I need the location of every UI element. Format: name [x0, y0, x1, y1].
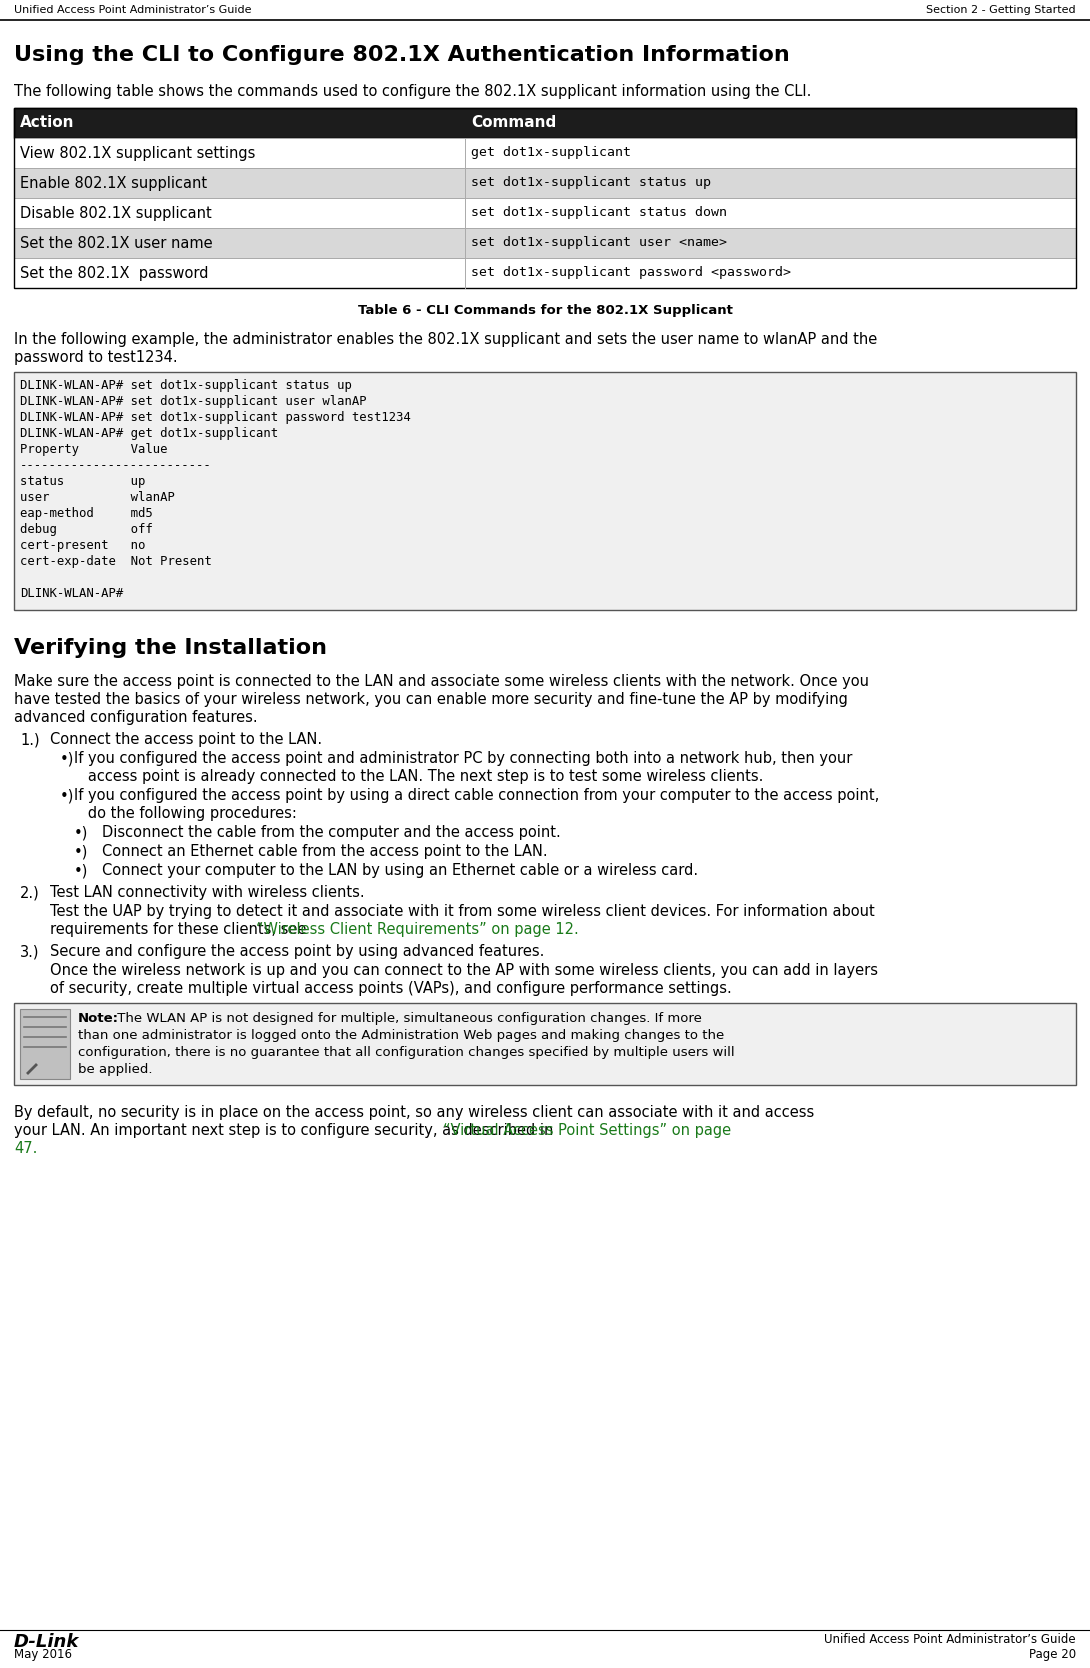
Text: configuration, there is no guarantee that all configuration changes specified by: configuration, there is no guarantee tha…: [78, 1046, 735, 1059]
Text: be applied.: be applied.: [78, 1063, 153, 1076]
Text: debug          off: debug off: [20, 524, 153, 535]
Text: DLINK-WLAN-AP# set dot1x-supplicant user wlanAP: DLINK-WLAN-AP# set dot1x-supplicant user…: [20, 395, 366, 409]
Text: Table 6 - CLI Commands for the 802.1X Supplicant: Table 6 - CLI Commands for the 802.1X Su…: [358, 304, 732, 317]
Text: Once the wireless network is up and you can connect to the AP with some wireless: Once the wireless network is up and you …: [50, 962, 879, 977]
Text: 2.): 2.): [20, 886, 39, 901]
Text: set dot1x-supplicant user <name>: set dot1x-supplicant user <name>: [471, 235, 727, 249]
Text: Verifying the Installation: Verifying the Installation: [14, 637, 327, 657]
Text: Property       Value: Property Value: [20, 444, 168, 455]
Text: If you configured the access point and administrator PC by connecting both into : If you configured the access point and a…: [74, 751, 852, 766]
Bar: [14, 168, 1076, 198]
Text: Make sure the access point is connected to the LAN and associate some wireless c: Make sure the access point is connected …: [14, 674, 869, 689]
Text: In the following example, the administrator enables the 802.1X supplicant and se: In the following example, the administra…: [14, 332, 877, 347]
Text: The following table shows the commands used to configure the 802.1X supplicant i: The following table shows the commands u…: [14, 83, 811, 98]
Bar: [14, 259, 1076, 289]
Text: Command: Command: [471, 115, 556, 130]
Text: Page 20: Page 20: [1029, 1648, 1076, 1661]
Text: requirements for these clients, see: requirements for these clients, see: [50, 922, 311, 937]
Text: cert-exp-date  Not Present: cert-exp-date Not Present: [20, 555, 211, 569]
Bar: [20, 1009, 70, 1079]
Text: Section 2 - Getting Started: Section 2 - Getting Started: [926, 5, 1076, 15]
Text: Disable 802.1X supplicant: Disable 802.1X supplicant: [20, 207, 211, 220]
Text: DLINK-WLAN-AP# get dot1x-supplicant: DLINK-WLAN-AP# get dot1x-supplicant: [20, 427, 278, 440]
Text: Connect the access point to the LAN.: Connect the access point to the LAN.: [50, 732, 323, 747]
Text: Connect your computer to the LAN by using an Ethernet cable or a wireless card.: Connect your computer to the LAN by usin…: [102, 862, 698, 877]
Text: do the following procedures:: do the following procedures:: [74, 806, 296, 821]
Text: your LAN. An important next step is to configure security, as described in: your LAN. An important next step is to c…: [14, 1123, 558, 1138]
Text: of security, create multiple virtual access points (VAPs), and configure perform: of security, create multiple virtual acc…: [50, 981, 731, 996]
Text: user           wlanAP: user wlanAP: [20, 490, 174, 504]
Text: DLINK-WLAN-AP# set dot1x-supplicant status up: DLINK-WLAN-AP# set dot1x-supplicant stat…: [20, 379, 352, 392]
Text: •): •): [60, 751, 74, 766]
Bar: [14, 229, 1076, 259]
Bar: [14, 108, 1076, 138]
Text: Using the CLI to Configure 802.1X Authentication Information: Using the CLI to Configure 802.1X Authen…: [14, 45, 790, 65]
Bar: [14, 198, 1076, 229]
Text: have tested the basics of your wireless network, you can enable more security an: have tested the basics of your wireless …: [14, 692, 848, 707]
Text: DLINK-WLAN-AP# set dot1x-supplicant password test1234: DLINK-WLAN-AP# set dot1x-supplicant pass…: [20, 410, 411, 424]
Text: cert-present   no: cert-present no: [20, 539, 145, 552]
Text: •): •): [74, 826, 88, 841]
Text: “Virtual Access Point Settings” on page: “Virtual Access Point Settings” on page: [443, 1123, 731, 1138]
Text: password to test1234.: password to test1234.: [14, 350, 178, 365]
Text: The WLAN AP is not designed for multiple, simultaneous configuration changes. If: The WLAN AP is not designed for multiple…: [113, 1012, 702, 1026]
Text: Action: Action: [20, 115, 74, 130]
Text: View 802.1X supplicant settings: View 802.1X supplicant settings: [20, 147, 255, 162]
Bar: [14, 372, 1076, 610]
Text: By default, no security is in place on the access point, so any wireless client : By default, no security is in place on t…: [14, 1104, 814, 1119]
Text: than one administrator is logged onto the Administration Web pages and making ch: than one administrator is logged onto th…: [78, 1029, 724, 1042]
Text: •): •): [74, 862, 88, 877]
Text: “Wireless Client Requirements” on page 12.: “Wireless Client Requirements” on page 1…: [256, 922, 579, 937]
Text: 47.: 47.: [14, 1141, 37, 1156]
Text: Unified Access Point Administrator’s Guide: Unified Access Point Administrator’s Gui…: [14, 5, 252, 15]
Text: Test the UAP by trying to detect it and associate with it from some wireless cli: Test the UAP by trying to detect it and …: [50, 904, 875, 919]
Text: •): •): [60, 787, 74, 802]
Text: If you configured the access point by using a direct cable connection from your : If you configured the access point by us…: [74, 787, 880, 802]
Text: Unified Access Point Administrator’s Guide: Unified Access Point Administrator’s Gui…: [824, 1633, 1076, 1646]
Text: set dot1x-supplicant status up: set dot1x-supplicant status up: [471, 177, 711, 188]
Text: eap-method     md5: eap-method md5: [20, 507, 153, 520]
Text: advanced configuration features.: advanced configuration features.: [14, 711, 257, 726]
Text: get dot1x-supplicant: get dot1x-supplicant: [471, 147, 631, 158]
Text: Connect an Ethernet cable from the access point to the LAN.: Connect an Ethernet cable from the acces…: [102, 844, 547, 859]
Text: •): •): [74, 844, 88, 859]
Text: Disconnect the cable from the computer and the access point.: Disconnect the cable from the computer a…: [102, 826, 560, 841]
Text: Secure and configure the access point by using advanced features.: Secure and configure the access point by…: [50, 944, 544, 959]
Text: May 2016: May 2016: [14, 1648, 72, 1661]
Text: access point is already connected to the LAN. The next step is to test some wire: access point is already connected to the…: [74, 769, 763, 784]
Text: DLINK-WLAN-AP#: DLINK-WLAN-AP#: [20, 587, 123, 600]
Text: --------------------------: --------------------------: [20, 459, 211, 472]
Text: set dot1x-supplicant status down: set dot1x-supplicant status down: [471, 207, 727, 219]
Text: 3.): 3.): [20, 944, 39, 959]
Text: 1.): 1.): [20, 732, 39, 747]
Bar: [14, 138, 1076, 168]
Text: status         up: status up: [20, 475, 145, 489]
Text: Enable 802.1X supplicant: Enable 802.1X supplicant: [20, 177, 207, 192]
Bar: [14, 1002, 1076, 1084]
Bar: [14, 108, 1076, 289]
Text: Test LAN connectivity with wireless clients.: Test LAN connectivity with wireless clie…: [50, 886, 365, 901]
Text: Note:: Note:: [78, 1012, 119, 1026]
Text: Set the 802.1X  password: Set the 802.1X password: [20, 265, 208, 280]
Text: D-Link: D-Link: [14, 1633, 80, 1651]
Text: Set the 802.1X user name: Set the 802.1X user name: [20, 235, 213, 250]
Text: set dot1x-supplicant password <password>: set dot1x-supplicant password <password>: [471, 265, 791, 279]
